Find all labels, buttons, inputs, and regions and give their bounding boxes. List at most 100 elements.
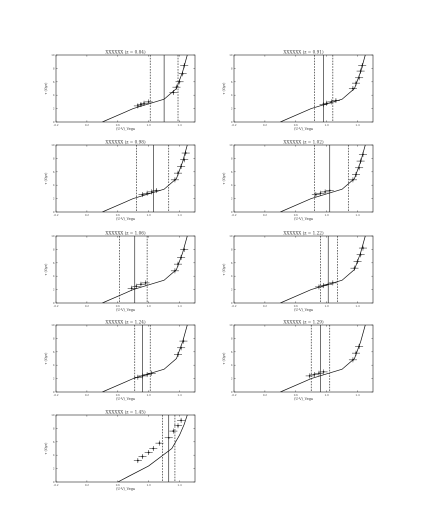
x-tick-label: 1.4 (177, 304, 181, 308)
data-point (180, 165, 183, 168)
panel-title: XXXXXX (z = 1.29) (283, 320, 324, 325)
model-curve (102, 236, 188, 303)
x-axis-label: (U-V)_Vega (116, 217, 135, 221)
y-tick-label: 10 (51, 143, 55, 147)
data-point (331, 282, 334, 284)
x-axis-label: (U-V)_Vega (294, 217, 313, 221)
x-tick-label: -0.2 (53, 213, 58, 217)
data-point (141, 193, 144, 196)
data-point (358, 76, 360, 79)
y-axis-label: τ (Gyr) (44, 263, 48, 276)
y-tick-label: 8 (53, 66, 55, 70)
y-tick-label: 10 (229, 143, 233, 147)
plot-frame (233, 54, 374, 123)
data-point (361, 64, 364, 67)
x-tick-label: 1.0 (147, 213, 151, 217)
x-tick-label: 1.4 (355, 123, 359, 127)
data-point (167, 436, 170, 439)
data-point (356, 260, 359, 263)
data-point (130, 287, 133, 290)
y-tick-label: 0 (53, 480, 55, 484)
y-tick-label: 8 (231, 336, 233, 340)
data-point (353, 267, 356, 270)
data-point (150, 191, 153, 193)
y-tick-label: 6 (231, 80, 233, 84)
data-point (180, 346, 183, 349)
x-axis-label: (U-V)_Vega (116, 308, 135, 312)
x-tick-label: 0.6 (116, 213, 120, 217)
data-point (141, 375, 144, 377)
y-tick-label: 0 (231, 120, 233, 124)
plot-area (280, 55, 367, 122)
x-tick-label: 1.4 (177, 483, 181, 487)
x-tick-label: 1.0 (147, 393, 151, 397)
panel-7: XXXXXX (z = 1.24) -0.2 0.2 0.6 1.0 1.4 0 2 4 6 8 10… (44, 320, 196, 401)
y-tick-label: 8 (53, 247, 55, 251)
y-tick-label: 6 (53, 261, 55, 265)
panel-1: XXXXXX (z = 0.84) -0.2 0.2 0.6 1.0 1.4 0 2 4 6 8 10… (44, 50, 196, 131)
data-point (135, 285, 138, 288)
x-tick-label: 1.0 (147, 123, 151, 127)
panel-title: XXXXXX (z = 0.84) (105, 50, 146, 55)
data-point (362, 153, 364, 156)
x-tick-label: -0.2 (53, 483, 58, 487)
data-point (140, 103, 142, 106)
y-tick-label: 4 (231, 363, 233, 367)
x-tick-label: -0.2 (231, 393, 236, 397)
y-tick-label: 0 (53, 301, 55, 305)
data-point (358, 166, 360, 169)
x-tick-label: -0.2 (231, 123, 236, 127)
data-point (325, 102, 328, 105)
x-tick-label: 0.6 (294, 213, 298, 217)
data-point (174, 269, 176, 272)
y-axis-label: τ (Gyr) (222, 82, 226, 95)
x-tick-label: 1.0 (325, 393, 329, 397)
y-tick-label: 0 (53, 390, 55, 394)
data-point (177, 263, 179, 266)
data-point (183, 64, 186, 67)
panel-3: XXXXXX (z = 0.98) -0.2 0.2 0.6 1.0 1.4 0 2 4 6 8 10… (44, 140, 196, 221)
data-point (136, 105, 139, 107)
model-curve (280, 55, 366, 122)
data-point (147, 451, 150, 454)
model-curve (280, 236, 366, 303)
y-axis-label: τ (Gyr) (222, 352, 226, 365)
data-point (177, 424, 179, 427)
data-point (314, 193, 317, 196)
data-point (146, 192, 149, 195)
x-axis-label: (U-V)_Vega (294, 397, 313, 401)
y-tick-label: 10 (51, 323, 55, 327)
data-point (155, 189, 158, 192)
y-tick-label: 6 (231, 170, 233, 174)
x-tick-label: 0.2 (85, 483, 89, 487)
data-point (318, 286, 320, 288)
panel-4: XXXXXX (z = 1.02) -0.2 0.2 0.6 1.0 1.4 0 2 4 6 8 10… (222, 140, 374, 221)
y-tick-label: 2 (53, 467, 55, 471)
data-point (136, 459, 139, 462)
y-axis-label: τ (Gyr) (44, 82, 48, 95)
y-tick-label: 0 (231, 210, 233, 214)
x-tick-label: -0.2 (231, 304, 236, 308)
x-tick-label: 0.2 (85, 213, 89, 217)
data-point (359, 160, 362, 162)
y-tick-label: 10 (229, 53, 233, 57)
data-point (175, 86, 178, 89)
y-tick-label: 8 (53, 336, 55, 340)
data-point (147, 101, 150, 103)
x-tick-label: -0.2 (231, 213, 236, 217)
data-point (352, 358, 354, 361)
x-tick-label: 1.0 (147, 304, 151, 308)
data-point (152, 447, 155, 450)
y-tick-label: 4 (231, 93, 233, 97)
y-tick-label: 0 (231, 301, 233, 305)
y-tick-label: 4 (53, 93, 55, 97)
y-tick-label: 0 (231, 390, 233, 394)
x-tick-label: 0.6 (294, 123, 298, 127)
y-tick-label: 0 (53, 120, 55, 124)
y-tick-label: 6 (53, 350, 55, 354)
y-axis-label: τ (Gyr) (44, 172, 48, 185)
panel-title: XXXXXX (z = 1.24) (105, 320, 146, 325)
x-tick-label: 1.0 (325, 123, 329, 127)
data-point (327, 283, 330, 286)
